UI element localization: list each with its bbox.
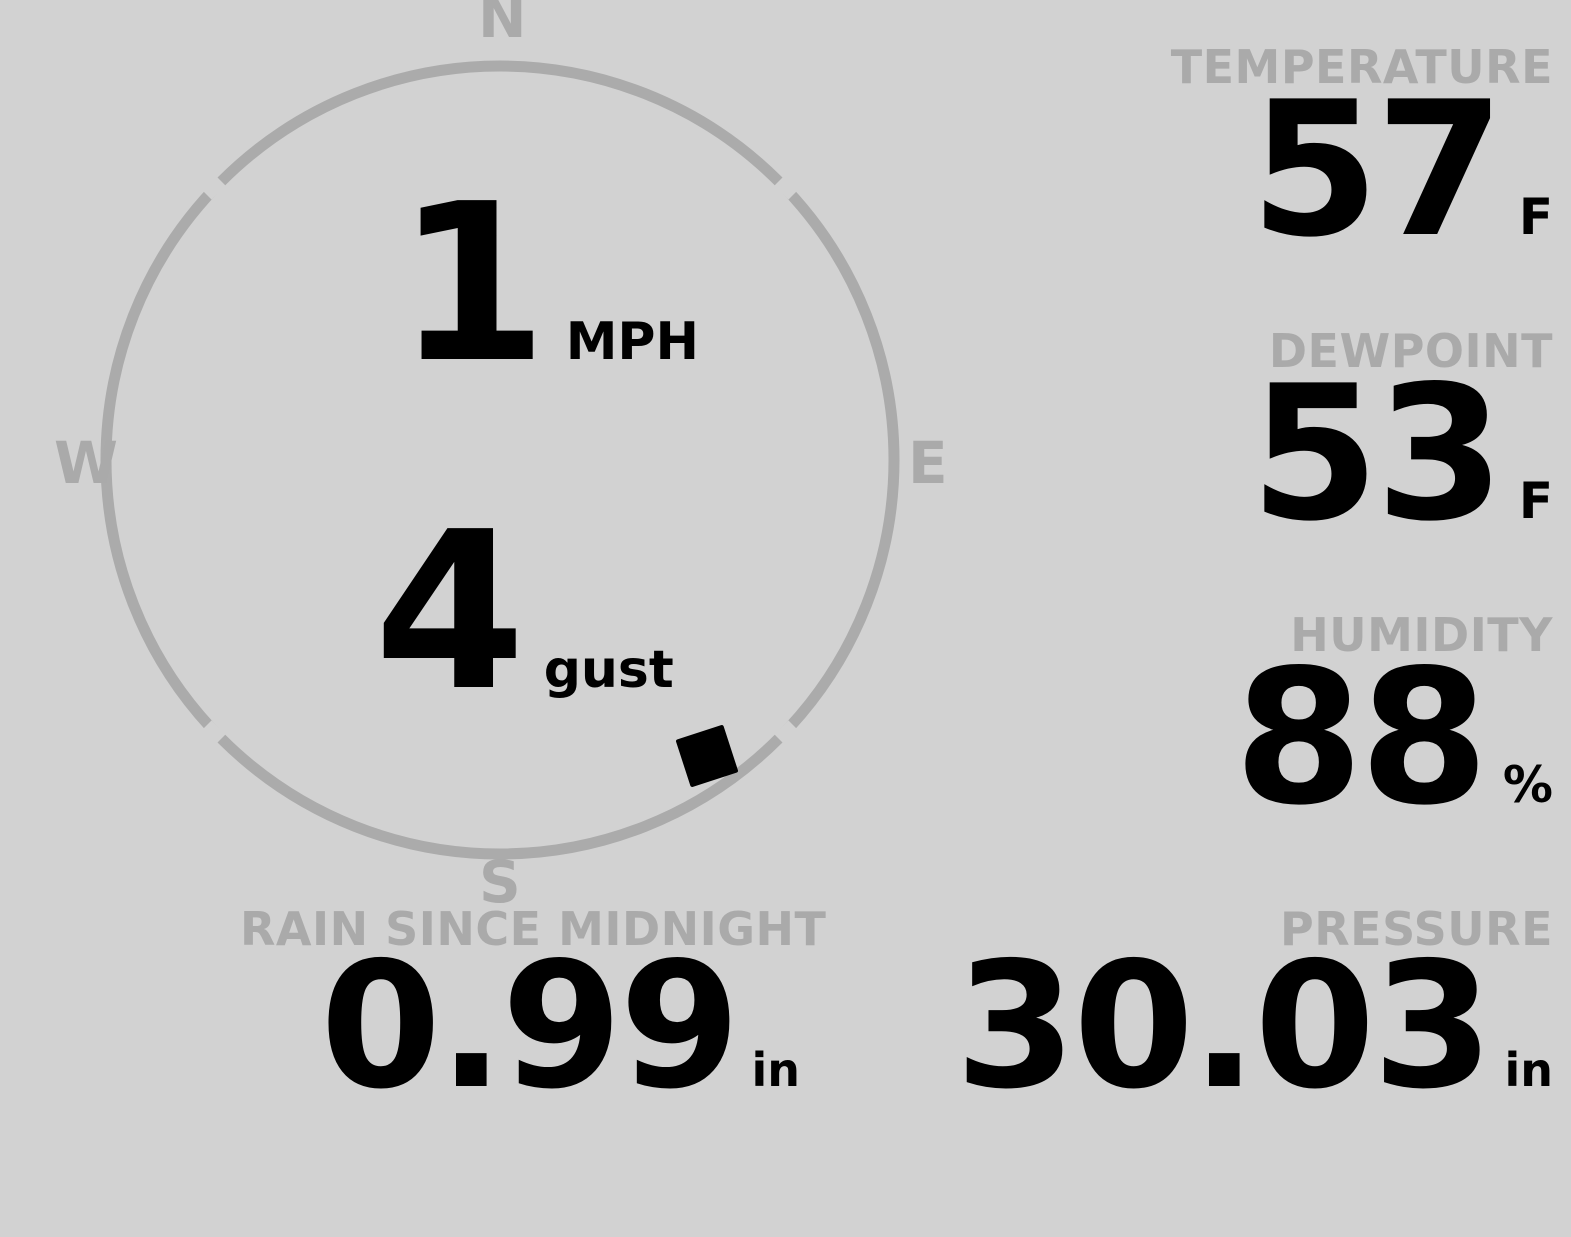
compass-label-south: S	[479, 848, 521, 916]
metric-temperature-label: TEMPERATURE	[1170, 40, 1553, 94]
metric-humidity: HUMIDITY 88 %	[1234, 608, 1553, 846]
wind-speed-value: 1	[396, 158, 548, 411]
compass-label-west: W	[54, 429, 118, 497]
wind-speed-unit: MPH	[565, 312, 700, 372]
compass-dial	[100, 60, 900, 860]
metric-rain-since-midnight: RAIN SINCE MIDNIGHT 0.99 in	[240, 902, 827, 1128]
wind-direction-marker	[676, 725, 738, 787]
metric-rain-value-row: 0.99 in	[240, 925, 800, 1128]
metric-rain-value: 0.99	[320, 925, 740, 1128]
wind-gust-value: 4	[374, 486, 526, 739]
metric-pressure-unit: in	[1504, 1043, 1553, 1097]
metric-rain-unit: in	[751, 1043, 800, 1097]
metric-dewpoint-value: 53	[1250, 345, 1505, 562]
compass-label-east: E	[908, 429, 948, 497]
metric-temperature-value-row: 57 F	[1171, 61, 1553, 278]
metric-dewpoint-value-row: 53 F	[1250, 345, 1553, 562]
metric-pressure-value: 30.03	[955, 925, 1493, 1128]
metric-humidity-value-row: 88 %	[1234, 629, 1553, 846]
metric-temperature-unit: F	[1518, 188, 1553, 246]
wind-speed-readout: 1 MPH	[396, 158, 700, 411]
compass-tick-marks	[202, 176, 798, 744]
metric-pressure-label: PRESSURE	[1280, 902, 1553, 956]
metric-dewpoint-label: DEWPOINT	[1268, 324, 1553, 378]
metric-pressure: PRESSURE 30.03 in	[955, 902, 1553, 1128]
compass-ring-circle	[100, 60, 900, 860]
compass-label-north: N	[478, 0, 527, 51]
wind-gust-unit: gust	[543, 640, 674, 700]
wind-compass-panel: N E S W 1 MPH 4 gust	[0, 0, 1000, 920]
metric-humidity-value: 88	[1234, 629, 1489, 846]
metric-dewpoint-unit: F	[1518, 472, 1553, 530]
metric-rain-label: RAIN SINCE MIDNIGHT	[240, 902, 827, 956]
wind-gust-readout: 4 gust	[374, 486, 674, 739]
metric-humidity-unit: %	[1502, 756, 1553, 814]
metric-pressure-value-row: 30.03 in	[955, 925, 1553, 1128]
metric-temperature: TEMPERATURE 57 F	[1170, 40, 1553, 278]
metric-dewpoint: DEWPOINT 53 F	[1250, 324, 1553, 562]
metric-humidity-label: HUMIDITY	[1290, 608, 1553, 662]
metric-temperature-value: 57	[1250, 61, 1505, 278]
